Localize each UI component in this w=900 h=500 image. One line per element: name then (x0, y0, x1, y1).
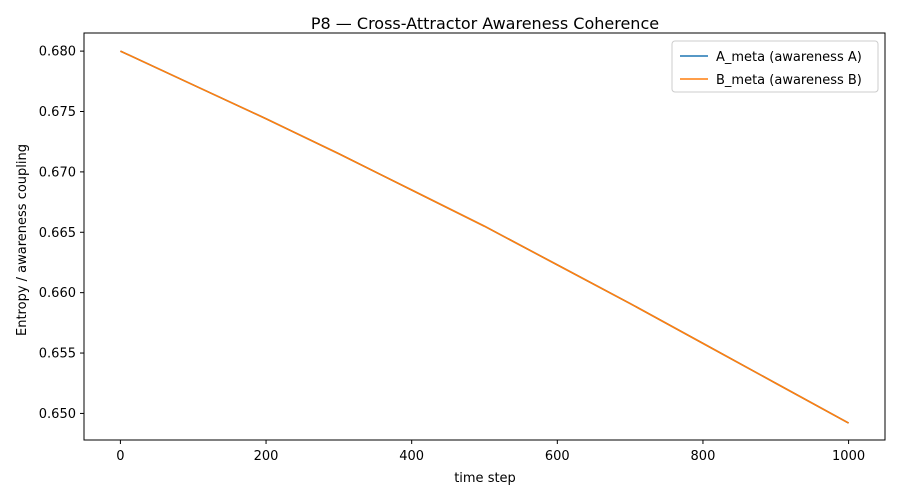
x-tick-label: 800 (691, 449, 716, 464)
series-line-b-meta (120, 50, 849, 424)
legend-label-a-meta: A_meta (awareness A) (716, 50, 862, 65)
x-tick-label: 400 (399, 449, 424, 464)
plot-area-frame (83, 32, 886, 441)
y-axis: 0.650 0.655 0.660 0.665 0.670 0.675 0.680 (39, 45, 84, 422)
legend: A_meta (awareness A) B_meta (awareness B… (671, 40, 879, 93)
y-axis-label: Entropy / awareness coupling (15, 144, 30, 336)
x-axis: 0 200 400 600 800 1000 (116, 440, 865, 464)
y-tick-label: 0.650 (39, 407, 76, 422)
series-line-a-meta (120, 50, 849, 424)
x-axis-label: time step (454, 471, 516, 486)
y-tick-label: 0.665 (39, 226, 76, 241)
x-tick-label: 200 (254, 449, 279, 464)
y-tick-label: 0.655 (39, 347, 76, 362)
chart-title: P8 — Cross-Attractor Awareness Coherence (311, 14, 659, 33)
y-tick-label: 0.680 (39, 45, 76, 60)
series-layer (120, 50, 849, 424)
x-tick-label: 600 (545, 449, 570, 464)
x-tick-label: 1000 (832, 449, 865, 464)
y-tick-label: 0.660 (39, 286, 76, 301)
legend-box (671, 40, 879, 93)
legend-label-b-meta: B_meta (awareness B) (716, 73, 862, 88)
y-tick-label: 0.675 (39, 105, 76, 120)
y-tick-label: 0.670 (39, 165, 76, 180)
x-tick-label: 0 (116, 449, 124, 464)
